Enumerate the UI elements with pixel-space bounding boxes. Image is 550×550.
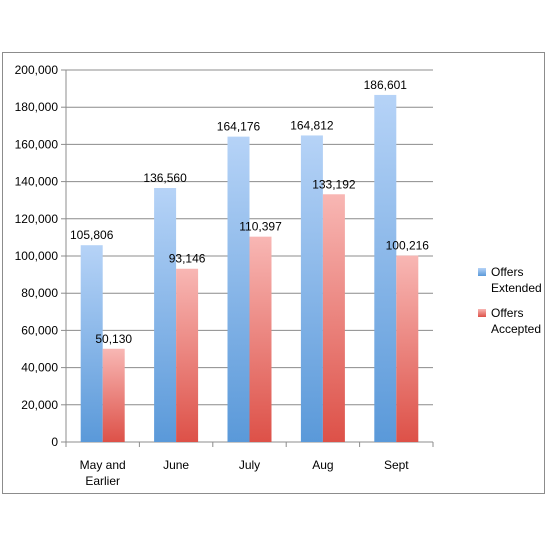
y-tick-label: 60,000 — [21, 323, 58, 337]
legend-label: Offers Accepted — [491, 306, 541, 336]
bars — [80, 94, 419, 443]
y-tick-label: 200,000 — [15, 63, 59, 77]
data-label: 93,146 — [169, 252, 206, 266]
y-tick-label: 0 — [51, 435, 58, 449]
data-label: 105,806 — [70, 228, 114, 242]
bar-series-1 — [322, 194, 345, 442]
x-tick-label: Sept — [384, 458, 409, 472]
legend-swatch — [478, 268, 486, 276]
y-tick-label: 80,000 — [21, 286, 58, 300]
y-tick-label: 40,000 — [21, 361, 58, 375]
data-label: 164,812 — [290, 118, 334, 132]
y-tick-label: 120,000 — [15, 212, 59, 226]
y-tick-label: 20,000 — [21, 398, 58, 412]
x-tick-label: May and Earlier — [80, 458, 126, 488]
bar-series-0 — [80, 245, 103, 442]
y-tick-label: 160,000 — [15, 137, 59, 151]
legend-swatch — [478, 309, 486, 317]
bar-series-1 — [249, 236, 272, 442]
legend: Offers Extended Offers Accepted — [478, 265, 542, 336]
y-axis-ticks: 0 20,000 40,000 60,000 80,000 100,000 120,000 1… — [15, 63, 59, 449]
bar-series-1 — [396, 255, 419, 442]
data-label: 186,601 — [364, 78, 408, 92]
data-label: 100,216 — [386, 239, 430, 253]
bar-series-1 — [102, 348, 125, 442]
y-tick-label: 180,000 — [15, 100, 59, 114]
x-tick-label: July — [239, 458, 260, 472]
data-labels: 105,806 50,130 136,560 93,146 164,176 110,397… — [70, 78, 429, 346]
bar-series-0 — [374, 94, 397, 442]
y-tick-label: 100,000 — [15, 249, 59, 263]
x-tick-label: Aug — [312, 458, 333, 472]
data-label: 136,560 — [143, 171, 187, 185]
data-label: 133,192 — [312, 177, 356, 191]
bar-series-0 — [154, 187, 177, 442]
data-label: 164,176 — [217, 120, 261, 134]
x-tick-label: June — [163, 458, 189, 472]
data-label: 50,130 — [95, 332, 132, 346]
bar-series-0 — [227, 136, 250, 443]
legend-label: Offers Extended — [491, 265, 542, 295]
bar-series-1 — [176, 268, 199, 442]
x-axis-ticks: May and Earlier June July Aug Sept — [80, 458, 410, 488]
data-label: 110,397 — [239, 220, 282, 234]
y-tick-label: 140,000 — [15, 175, 59, 189]
bar-series-0 — [300, 135, 323, 442]
